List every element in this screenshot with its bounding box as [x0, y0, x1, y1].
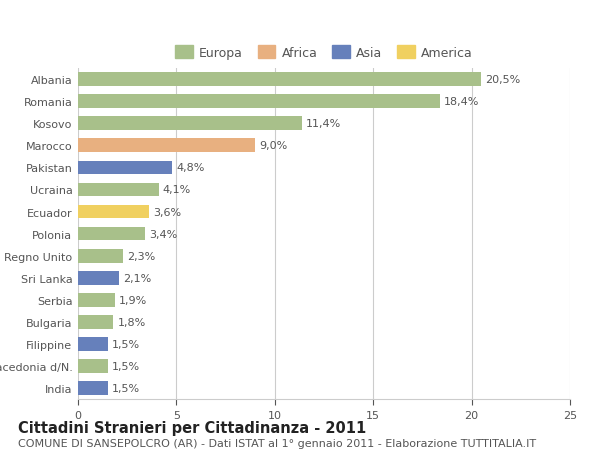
- Text: 18,4%: 18,4%: [444, 97, 479, 107]
- Bar: [78, 227, 145, 241]
- Legend: Europa, Africa, Asia, America: Europa, Africa, Asia, America: [172, 42, 476, 63]
- Text: 2,1%: 2,1%: [123, 273, 152, 283]
- Bar: [78, 205, 149, 219]
- Bar: [78, 337, 107, 351]
- Bar: [78, 271, 119, 285]
- Bar: [78, 183, 158, 197]
- Text: 2,3%: 2,3%: [127, 251, 155, 261]
- Text: 20,5%: 20,5%: [485, 75, 521, 85]
- Text: 1,5%: 1,5%: [112, 339, 140, 349]
- Text: 1,5%: 1,5%: [112, 361, 140, 371]
- Bar: [78, 73, 481, 87]
- Text: 1,5%: 1,5%: [112, 383, 140, 393]
- Bar: [78, 315, 113, 329]
- Text: 3,6%: 3,6%: [153, 207, 181, 217]
- Bar: [78, 293, 115, 307]
- Bar: [78, 95, 440, 109]
- Text: 1,8%: 1,8%: [118, 317, 146, 327]
- Bar: [78, 139, 255, 153]
- Bar: [78, 249, 123, 263]
- Text: COMUNE DI SANSEPOLCRO (AR) - Dati ISTAT al 1° gennaio 2011 - Elaborazione TUTTIT: COMUNE DI SANSEPOLCRO (AR) - Dati ISTAT …: [18, 438, 536, 448]
- Text: 11,4%: 11,4%: [306, 119, 341, 129]
- Text: 1,9%: 1,9%: [119, 295, 148, 305]
- Text: 4,8%: 4,8%: [176, 163, 205, 173]
- Text: 9,0%: 9,0%: [259, 141, 287, 151]
- Bar: [78, 161, 172, 175]
- Text: 3,4%: 3,4%: [149, 229, 177, 239]
- Text: 4,1%: 4,1%: [163, 185, 191, 195]
- Text: Cittadini Stranieri per Cittadinanza - 2011: Cittadini Stranieri per Cittadinanza - 2…: [18, 420, 366, 435]
- Bar: [78, 381, 107, 395]
- Bar: [78, 359, 107, 373]
- Bar: [78, 117, 302, 131]
